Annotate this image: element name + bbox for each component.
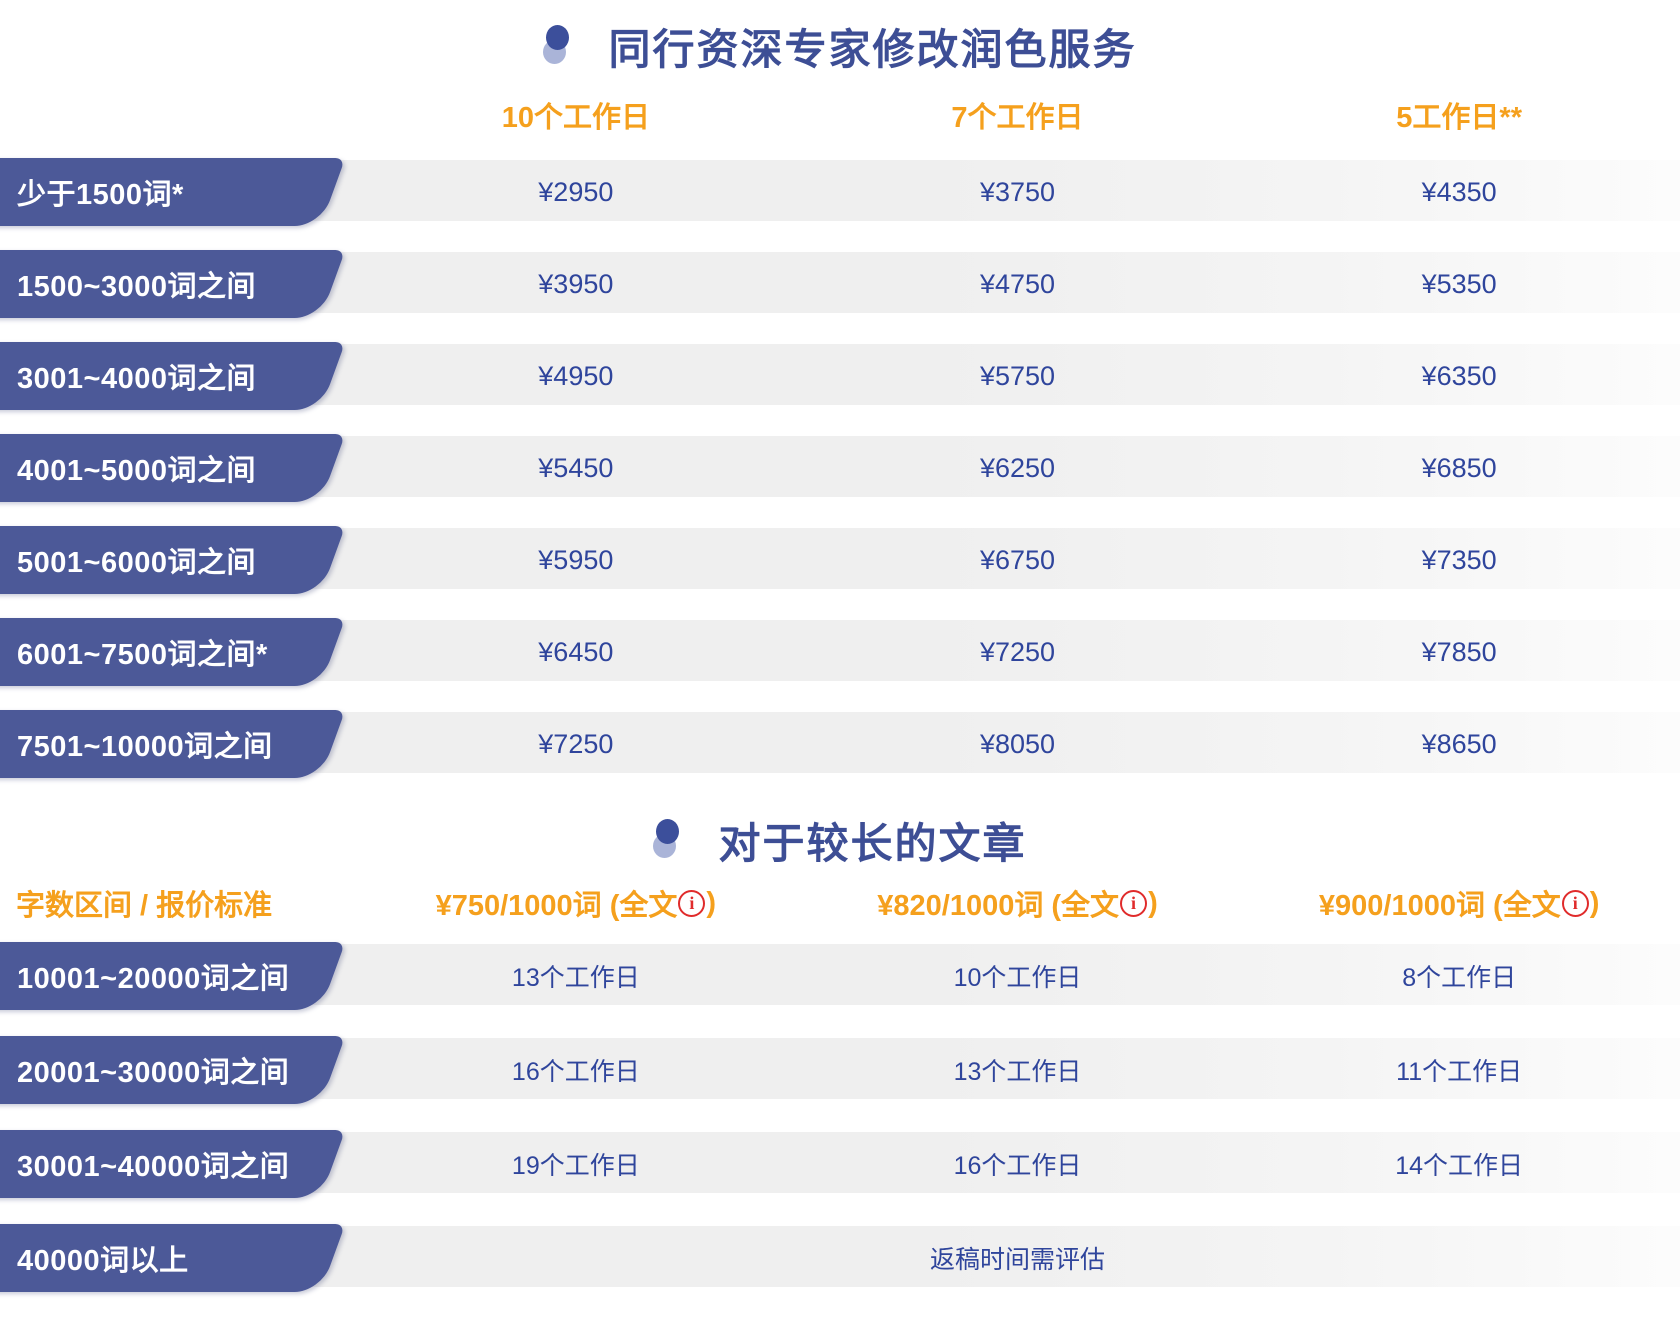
turnaround-cell: 16个工作日 bbox=[511, 1058, 640, 1086]
turnaround-cell: 8个工作日 bbox=[1402, 964, 1517, 992]
turnaround-cell: 19个工作日 bbox=[511, 1152, 640, 1180]
price-cell: ¥5450 bbox=[538, 452, 614, 483]
table-row: 40000词以上 返稿时间需评估 bbox=[0, 1224, 1680, 1292]
section2-title: 对于较长的文章 bbox=[718, 819, 1027, 867]
section2-title-block: 对于较长的文章 bbox=[0, 812, 1680, 868]
column-header-5days: 5工作日** bbox=[1396, 102, 1522, 134]
price-cell: ¥8650 bbox=[1421, 728, 1497, 759]
price-cell: ¥3950 bbox=[538, 268, 614, 299]
table-row: 少于1500词* ¥2950 ¥3750 ¥4350 bbox=[0, 158, 1680, 226]
table-row: 6001~7500词之间* ¥6450 ¥7250 ¥7850 bbox=[0, 618, 1680, 686]
price-cell: ¥5750 bbox=[979, 360, 1056, 391]
turnaround-cell: 13个工作日 bbox=[511, 964, 640, 992]
table-row: 20001~30000词之间 16个工作日 13个工作日 11个工作日 bbox=[0, 1036, 1680, 1104]
row-label: 1500~3000词之间 bbox=[17, 271, 256, 303]
section1-title-block: 同行资深专家修改润色服务 bbox=[0, 18, 1680, 74]
price-cell: ¥6850 bbox=[1421, 452, 1497, 483]
row-label: 少于1500词* bbox=[17, 179, 184, 211]
turnaround-cell bbox=[1238, 1224, 1680, 1292]
price-cell: ¥7250 bbox=[979, 636, 1056, 667]
price-cell: ¥6450 bbox=[538, 636, 614, 667]
turnaround-cell: 14个工作日 bbox=[1395, 1152, 1524, 1180]
row-label: 7501~10000词之间 bbox=[17, 731, 273, 763]
section1-header-row: 10个工作日 7个工作日 5工作日** bbox=[0, 92, 1680, 138]
info-icon[interactable]: i bbox=[1561, 889, 1589, 917]
table-row: 4001~5000词之间 ¥5450 ¥6250 ¥6850 bbox=[0, 434, 1680, 502]
price-cell: ¥4950 bbox=[538, 360, 614, 391]
rate-header-suffix: ) bbox=[706, 886, 717, 919]
price-cell: ¥7350 bbox=[1421, 544, 1497, 575]
rate-header-suffix: ) bbox=[1148, 886, 1158, 919]
price-cell: ¥2950 bbox=[538, 176, 614, 207]
turnaround-cell: 返稿时间需评估 bbox=[929, 1246, 1105, 1274]
price-cell: ¥6350 bbox=[1421, 360, 1497, 391]
turnaround-cell bbox=[355, 1224, 797, 1292]
row-label: 5001~6000词之间 bbox=[17, 547, 256, 579]
row-label: 4001~5000词之间 bbox=[17, 455, 256, 487]
rate-header-820: ¥820/1000词 (全文 i ) bbox=[797, 878, 1239, 928]
row-label: 10001~20000词之间 bbox=[17, 963, 290, 995]
bullet-icon bbox=[653, 817, 680, 863]
price-cell: ¥4750 bbox=[979, 268, 1056, 299]
turnaround-cell: 10个工作日 bbox=[953, 964, 1082, 992]
price-cell: ¥5350 bbox=[1421, 268, 1497, 299]
row-label: 40000词以上 bbox=[17, 1245, 189, 1277]
price-cell: ¥5950 bbox=[538, 544, 614, 575]
row-label: 3001~4000词之间 bbox=[17, 363, 256, 395]
table-row: 30001~40000词之间 19个工作日 16个工作日 14个工作日 bbox=[0, 1130, 1680, 1198]
section1-title: 同行资深专家修改润色服务 bbox=[608, 25, 1137, 73]
price-cell: ¥7250 bbox=[538, 728, 614, 759]
row-label: 20001~30000词之间 bbox=[17, 1057, 290, 1089]
rate-header-prefix: ¥750/1000词 (全文 bbox=[435, 890, 678, 922]
rate-header-prefix: ¥820/1000词 (全文 bbox=[877, 890, 1120, 922]
rate-header-900: ¥900/1000词 (全文 i ) bbox=[1238, 878, 1680, 928]
rate-header-prefix: ¥900/1000词 (全文 bbox=[1318, 890, 1561, 922]
turnaround-cell: 16个工作日 bbox=[953, 1152, 1082, 1180]
column-header-7days: 7个工作日 bbox=[951, 102, 1084, 134]
info-icon[interactable]: i bbox=[678, 889, 706, 917]
row-label: 6001~7500词之间* bbox=[17, 639, 268, 671]
table-row: 7501~10000词之间 ¥7250 ¥8050 ¥8650 bbox=[0, 710, 1680, 778]
bullet-dark-circle bbox=[656, 819, 680, 844]
price-cell: ¥4350 bbox=[1421, 176, 1497, 207]
table-row: 1500~3000词之间 ¥3950 ¥4750 ¥5350 bbox=[0, 250, 1680, 318]
table-row: 10001~20000词之间 13个工作日 10个工作日 8个工作日 bbox=[0, 942, 1680, 1010]
corner-header: 字数区间 / 报价标准 bbox=[16, 890, 273, 922]
price-cell: ¥8050 bbox=[979, 728, 1056, 759]
column-header-10days: 10个工作日 bbox=[501, 102, 650, 134]
price-cell: ¥6250 bbox=[979, 452, 1056, 483]
turnaround-cell: 11个工作日 bbox=[1396, 1058, 1523, 1086]
turnaround-cell: 13个工作日 bbox=[953, 1058, 1082, 1086]
row-label: 30001~40000词之间 bbox=[17, 1151, 290, 1183]
rate-header-suffix: ) bbox=[1589, 886, 1600, 919]
bullet-dark-circle bbox=[546, 25, 570, 50]
price-cell: ¥7850 bbox=[1421, 636, 1497, 667]
info-icon[interactable]: i bbox=[1120, 889, 1148, 917]
price-cell: ¥3750 bbox=[979, 176, 1056, 207]
rate-header-750: ¥750/1000词 (全文 i ) bbox=[355, 878, 797, 928]
price-cell: ¥6750 bbox=[979, 544, 1056, 575]
section2-header-row: 字数区间 / 报价标准 ¥750/1000词 (全文 i ) ¥820/1000… bbox=[0, 878, 1680, 928]
table-row: 5001~6000词之间 ¥5950 ¥6750 ¥7350 bbox=[0, 526, 1680, 594]
bullet-icon bbox=[543, 23, 570, 69]
table-row: 3001~4000词之间 ¥4950 ¥5750 ¥6350 bbox=[0, 342, 1680, 410]
